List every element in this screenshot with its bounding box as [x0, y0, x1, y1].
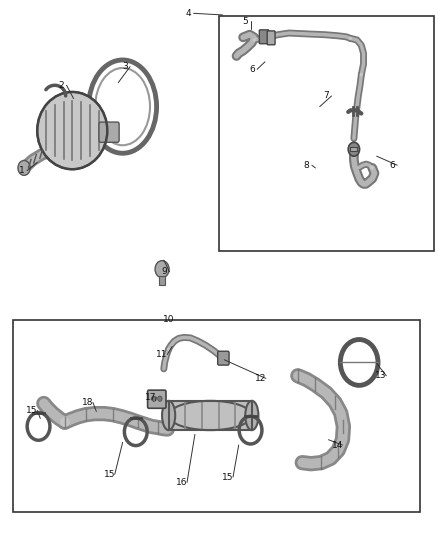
- FancyBboxPatch shape: [99, 122, 119, 142]
- Bar: [219, 16, 434, 251]
- FancyBboxPatch shape: [267, 31, 275, 45]
- Text: 10: 10: [163, 316, 174, 324]
- Ellipse shape: [37, 92, 107, 169]
- Bar: [350, 147, 357, 151]
- Bar: [13, 320, 420, 512]
- Text: 14: 14: [332, 441, 343, 449]
- Circle shape: [348, 142, 360, 156]
- Text: 13: 13: [375, 372, 387, 380]
- Text: 9: 9: [161, 268, 167, 276]
- Bar: [169, 401, 252, 430]
- Text: 6: 6: [389, 161, 395, 169]
- Text: 2: 2: [59, 81, 64, 90]
- Text: 16: 16: [176, 478, 187, 487]
- Text: 1: 1: [19, 166, 25, 175]
- FancyBboxPatch shape: [218, 351, 229, 365]
- Text: 11: 11: [156, 350, 168, 359]
- Text: 17: 17: [145, 393, 157, 401]
- Text: 15: 15: [222, 473, 233, 481]
- Text: 8: 8: [304, 161, 310, 169]
- FancyBboxPatch shape: [259, 30, 269, 44]
- Circle shape: [152, 396, 156, 401]
- Circle shape: [18, 160, 30, 175]
- Bar: [159, 276, 165, 285]
- Text: 3: 3: [122, 62, 128, 71]
- Text: 7: 7: [323, 92, 329, 100]
- Text: 18: 18: [82, 398, 93, 407]
- Text: 5: 5: [242, 17, 248, 26]
- Ellipse shape: [169, 401, 252, 430]
- Circle shape: [155, 261, 169, 278]
- FancyBboxPatch shape: [148, 390, 166, 408]
- Bar: [169, 401, 252, 430]
- Text: 15: 15: [104, 470, 115, 479]
- Text: 4: 4: [186, 9, 191, 18]
- Text: 15: 15: [26, 406, 38, 415]
- Text: 12: 12: [255, 374, 266, 383]
- Ellipse shape: [162, 401, 175, 430]
- Circle shape: [158, 396, 162, 401]
- Ellipse shape: [245, 401, 258, 430]
- Text: 6: 6: [249, 65, 255, 74]
